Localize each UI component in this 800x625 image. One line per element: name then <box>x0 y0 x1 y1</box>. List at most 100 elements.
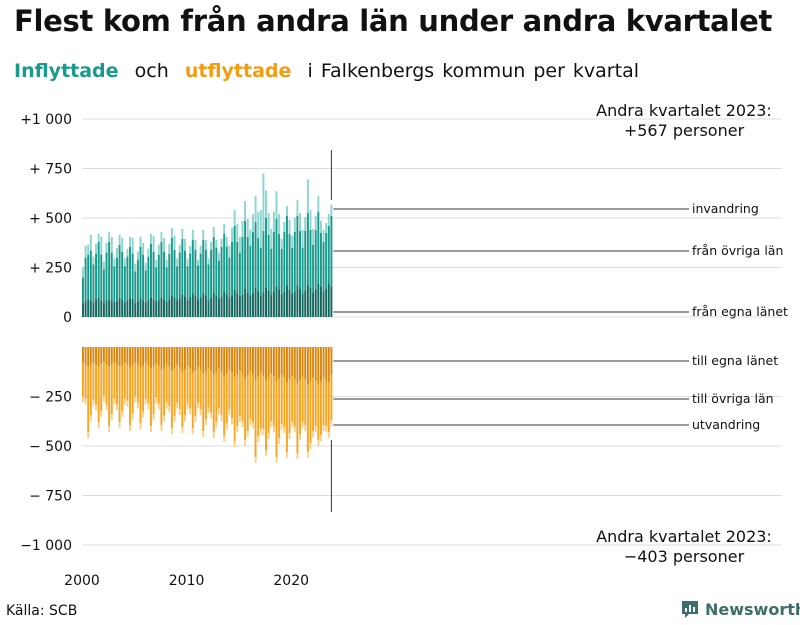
bar-in-invandring <box>129 236 132 247</box>
bar-out-egna-lanet <box>168 347 171 367</box>
bar-in-egna-lanet <box>202 293 205 317</box>
bar-out-egna-lanet <box>110 347 113 365</box>
bar-in-ovriga-lan <box>278 233 281 290</box>
bar-out-egna-lanet <box>123 347 126 363</box>
bar-out-utvandring <box>170 428 173 435</box>
bar-out-ovriga-lan <box>312 377 315 432</box>
bar-out-egna-lanet <box>155 347 158 364</box>
bar-out-egna-lanet <box>204 347 207 372</box>
bar-in-ovriga-lan <box>136 259 139 302</box>
bar-out-utvandring <box>113 398 116 405</box>
annotation-top-line1: Andra kvartalet 2023: <box>596 101 772 120</box>
bar-in-egna-lanet <box>319 286 322 317</box>
bar-out-utvandring <box>139 423 142 430</box>
bar-in-ovriga-lan <box>233 225 236 290</box>
bar-out-egna-lanet <box>147 347 150 366</box>
bar-in-invandring <box>319 220 322 233</box>
bar-out-egna-lanet <box>199 347 202 370</box>
bar-out-utvandring <box>87 432 90 439</box>
series-label-out: utvandring <box>692 417 760 432</box>
bar-out-ovriga-lan <box>147 365 150 404</box>
bar-in-egna-lanet <box>249 295 252 317</box>
bar-out-egna-lanet <box>259 347 262 373</box>
bar-in-invandring <box>312 228 315 245</box>
bar-out-egna-lanet <box>251 347 254 375</box>
bar-in-egna-lanet <box>121 299 124 317</box>
bar-out-ovriga-lan <box>123 362 126 399</box>
bar-out-ovriga-lan <box>142 365 145 412</box>
bar-in-invandring <box>275 191 278 219</box>
bar-out-ovriga-lan <box>270 373 273 422</box>
y-tick-label: + 250 <box>29 261 72 277</box>
bar-in-ovriga-lan <box>304 230 307 291</box>
bar-in-invandring <box>246 218 249 237</box>
bar-out-utvandring <box>123 398 126 405</box>
bar-in-invandring <box>183 238 186 251</box>
bar-out-ovriga-lan <box>165 364 168 403</box>
bar-in-egna-lanet <box>87 299 90 317</box>
bar-in-egna-lanet <box>210 297 213 317</box>
bar-out-egna-lanet <box>87 347 90 367</box>
bar-out-utvandring <box>265 449 267 456</box>
bar-out-egna-lanet <box>95 347 98 365</box>
bar-out-utvandring <box>84 398 87 405</box>
bar-out-utvandring <box>136 402 139 409</box>
bar-in-invandring <box>210 241 213 250</box>
bar-out-utvandring <box>319 435 322 442</box>
bar-in-ovriga-lan <box>270 248 273 295</box>
bar-out-egna-lanet <box>89 347 92 364</box>
bar-out-egna-lanet <box>304 347 307 380</box>
bar-out-egna-lanet <box>170 347 173 371</box>
bar-out-utvandring <box>155 397 158 404</box>
bar-in-invandring <box>283 221 286 232</box>
bar-in-invandring <box>155 259 158 268</box>
bar-in-egna-lanet <box>309 287 312 317</box>
bar-out-ovriga-lan <box>176 364 179 403</box>
bar-out-ovriga-lan <box>110 364 113 415</box>
bar-in-invandring <box>257 212 260 238</box>
bar-in-egna-lanet <box>118 298 121 317</box>
bar-in-egna-lanet <box>155 301 158 317</box>
bar-out-ovriga-lan <box>186 365 189 404</box>
bar-out-utvandring <box>202 431 205 438</box>
bar-out-ovriga-lan <box>178 367 181 410</box>
bar-in-egna-lanet <box>283 291 286 317</box>
bar-out-ovriga-lan <box>134 362 137 397</box>
bar-in-egna-lanet <box>173 297 176 317</box>
bar-in-egna-lanet <box>306 284 309 317</box>
bar-in-invandring <box>278 214 281 234</box>
bar-in-egna-lanet <box>254 287 257 317</box>
bar-in-invandring <box>327 214 330 226</box>
bar-in-egna-lanet <box>215 295 218 317</box>
bar-in-ovriga-lan <box>191 239 194 294</box>
bar-in-ovriga-lan <box>186 266 189 301</box>
annotations: Andra kvartalet 2023:+567 personerAndra … <box>330 101 788 566</box>
bar-in-egna-lanet <box>301 293 304 317</box>
bar-in-egna-lanet <box>163 299 166 317</box>
bar-in-ovriga-lan <box>89 250 92 301</box>
x-axis: 2000 2010 2020 <box>64 573 309 589</box>
bar-in-ovriga-lan <box>181 238 184 295</box>
bar-out-utvandring <box>142 411 145 418</box>
bar-out-utvandring <box>325 426 328 433</box>
bar-out-ovriga-lan <box>304 379 307 426</box>
bar-out-egna-lanet <box>325 347 328 381</box>
bar-in-egna-lanet <box>327 283 330 317</box>
bar-in-invandring <box>134 263 137 272</box>
bar-in-ovriga-lan <box>165 267 168 302</box>
bar-out-ovriga-lan <box>309 381 312 444</box>
bar-out-egna-lanet <box>176 347 179 365</box>
bar-in-ovriga-lan <box>160 241 163 298</box>
bar-in-invandring <box>272 212 275 232</box>
bar-in-invandring <box>191 229 194 240</box>
bar-out-ovriga-lan <box>212 374 215 433</box>
bar-out-egna-lanet <box>105 347 108 365</box>
bar-out-egna-lanet <box>319 347 322 382</box>
annotation-top-line2: +567 personer <box>624 121 745 140</box>
bar-in-egna-lanet <box>236 293 239 317</box>
bar-in-egna-lanet <box>176 300 179 317</box>
bar-out-egna-lanet <box>82 347 84 363</box>
bar-out-egna-lanet <box>217 347 220 369</box>
bar-out-egna-lanet <box>330 347 333 375</box>
bar-out-egna-lanet <box>254 347 257 380</box>
